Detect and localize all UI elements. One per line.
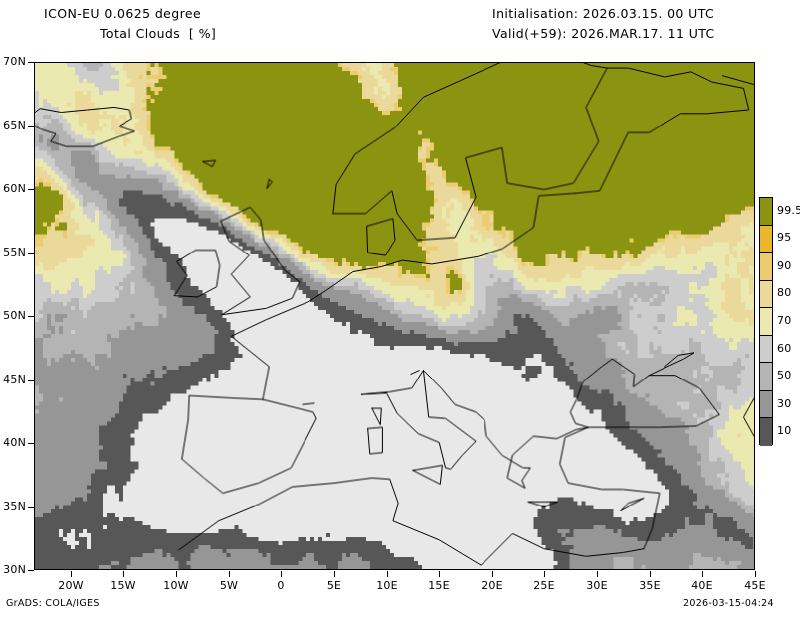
colorbar-separator bbox=[759, 307, 773, 308]
longitude-label: 15E bbox=[428, 579, 450, 592]
cloud-cover-raster bbox=[35, 63, 754, 569]
longitude-tick bbox=[492, 571, 493, 577]
latitude-label: 50N bbox=[3, 309, 26, 322]
longitude-label: 25E bbox=[533, 579, 555, 592]
colorbar-tick-label: 99.5 bbox=[777, 204, 800, 217]
map-plot-area bbox=[34, 62, 755, 570]
latitude-tick bbox=[28, 570, 34, 571]
colorbar bbox=[759, 197, 773, 446]
longitude-tick bbox=[229, 571, 230, 577]
latitude-tick bbox=[28, 316, 34, 317]
longitude-tick bbox=[71, 571, 72, 577]
latitude-label: 65N bbox=[3, 119, 26, 132]
longitude-tick bbox=[334, 571, 335, 577]
latitude-label: 40N bbox=[3, 436, 26, 449]
colorbar-band bbox=[760, 390, 772, 419]
latitude-label: 70N bbox=[3, 55, 26, 68]
colorbar-tick-label: 60 bbox=[777, 342, 792, 355]
colorbar-band bbox=[760, 418, 772, 446]
longitude-tick bbox=[702, 571, 703, 577]
longitude-label: 40E bbox=[691, 579, 713, 592]
latitude-tick bbox=[28, 443, 34, 444]
longitude-tick bbox=[281, 571, 282, 577]
colorbar-tick-label: 70 bbox=[777, 314, 792, 327]
render-timestamp: 2026-03-15-04:24 bbox=[683, 598, 774, 609]
longitude-tick bbox=[597, 571, 598, 577]
colorbar-separator bbox=[759, 362, 773, 363]
longitude-tick bbox=[755, 571, 756, 577]
latitude-label: 60N bbox=[3, 182, 26, 195]
longitude-label: 0 bbox=[277, 579, 285, 592]
colorbar-tick-label: 90 bbox=[777, 259, 792, 272]
colorbar-band bbox=[760, 225, 772, 254]
longitude-label: 45E bbox=[744, 579, 766, 592]
latitude-tick bbox=[28, 126, 34, 127]
colorbar-separator bbox=[759, 280, 773, 281]
longitude-label: 10W bbox=[163, 579, 189, 592]
longitude-label: 30E bbox=[586, 579, 608, 592]
colorbar-band bbox=[760, 253, 772, 281]
latitude-label: 35N bbox=[3, 500, 26, 513]
latitude-tick bbox=[28, 62, 34, 63]
model-title: ICON-EU 0.0625 degree bbox=[44, 6, 202, 21]
colorbar-separator bbox=[759, 225, 773, 226]
latitude-tick bbox=[28, 189, 34, 190]
colorbar-tick-label: 30 bbox=[777, 397, 792, 410]
longitude-label: 15W bbox=[110, 579, 136, 592]
colorbar-tick-label: 95 bbox=[777, 231, 792, 244]
colorbar-band bbox=[760, 308, 772, 336]
colorbar-separator bbox=[759, 417, 773, 418]
longitude-label: 5E bbox=[326, 579, 342, 592]
longitude-tick bbox=[176, 571, 177, 577]
latitude-label: 30N bbox=[3, 563, 26, 576]
longitude-label: 5W bbox=[219, 579, 239, 592]
field-title: Total Clouds [ %] bbox=[100, 26, 217, 41]
colorbar-tick-label: 80 bbox=[777, 286, 792, 299]
latitude-label: 55N bbox=[3, 246, 26, 259]
longitude-tick bbox=[387, 571, 388, 577]
colorbar-separator bbox=[759, 335, 773, 336]
latitude-tick bbox=[28, 380, 34, 381]
initialisation-time: Initialisation: 2026.03.15. 00 UTC bbox=[492, 6, 715, 21]
longitude-label: 35E bbox=[639, 579, 661, 592]
latitude-tick bbox=[28, 253, 34, 254]
colorbar-tick-label: 50 bbox=[777, 369, 792, 382]
colorbar-band bbox=[760, 335, 772, 364]
longitude-label: 20E bbox=[481, 579, 503, 592]
longitude-tick bbox=[123, 571, 124, 577]
longitude-tick bbox=[439, 571, 440, 577]
colorbar-band bbox=[760, 363, 772, 391]
valid-time: Valid(+59): 2026.MAR.17. 11 UTC bbox=[492, 26, 715, 41]
grads-credit: GrADS: COLA/IGES bbox=[6, 598, 100, 609]
colorbar-tick-label: 10 bbox=[777, 424, 792, 437]
longitude-tick bbox=[650, 571, 651, 577]
latitude-label: 45N bbox=[3, 373, 26, 386]
longitude-label: 10E bbox=[376, 579, 398, 592]
latitude-tick bbox=[28, 507, 34, 508]
colorbar-band bbox=[760, 198, 772, 226]
colorbar-separator bbox=[759, 390, 773, 391]
colorbar-separator bbox=[759, 252, 773, 253]
longitude-label: 20W bbox=[58, 579, 84, 592]
colorbar-band bbox=[760, 280, 772, 309]
longitude-tick bbox=[544, 571, 545, 577]
